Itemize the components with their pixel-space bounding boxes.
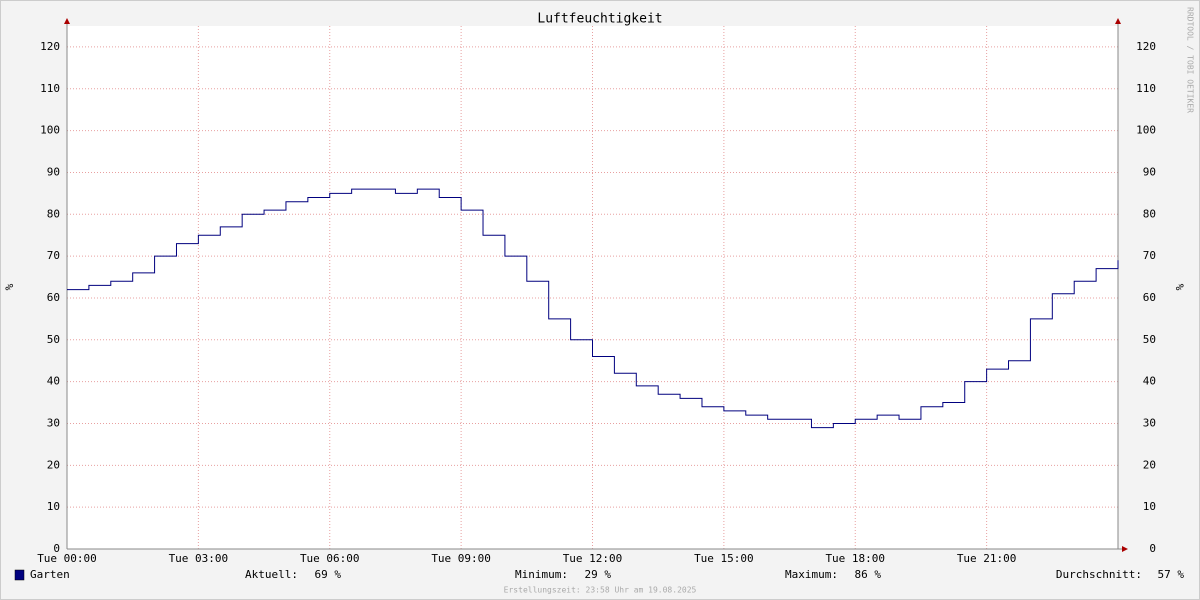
y-tick-label: 50 <box>47 333 60 346</box>
y2-tick-label: 20 <box>1143 458 1156 471</box>
y-tick-label: 0 <box>53 542 60 555</box>
stat-value: 69 % <box>315 568 342 581</box>
y-tick-label: 30 <box>47 416 60 429</box>
x-tick-label: Tue 03:00 <box>169 552 229 565</box>
stat-label: Minimum: <box>515 568 568 581</box>
axis-arrow <box>1115 18 1121 24</box>
stat-label: Durchschnitt: <box>1056 568 1142 581</box>
y2-tick-label: 90 <box>1143 165 1156 178</box>
stat-value: 29 % <box>585 568 612 581</box>
chart-title: Luftfeuchtigkeit <box>537 12 662 27</box>
stat-label: Aktuell: <box>245 568 298 581</box>
axis-arrow <box>64 18 70 24</box>
y2-tick-label: 100 <box>1136 124 1156 137</box>
y2-tick-label: 40 <box>1143 375 1156 388</box>
y-tick-label: 100 <box>40 124 60 137</box>
y2-tick-label: 120 <box>1136 40 1156 53</box>
y-tick-label: 40 <box>47 375 60 388</box>
y2-tick-label: 60 <box>1143 291 1156 304</box>
stat-label: Maximum: <box>785 568 838 581</box>
y-tick-label: 60 <box>47 291 60 304</box>
y-axis-label: % <box>3 283 16 290</box>
legend-label: Garten <box>30 568 70 581</box>
y-tick-label: 10 <box>47 500 60 513</box>
x-tick-label: Tue 18:00 <box>825 552 885 565</box>
y2-tick-label: 50 <box>1143 333 1156 346</box>
y2-tick-label: 0 <box>1149 542 1156 555</box>
y-tick-label: 80 <box>47 207 60 220</box>
x-tick-label: Tue 15:00 <box>694 552 754 565</box>
x-tick-label: Tue 06:00 <box>300 552 360 565</box>
y-tick-label: 90 <box>47 165 60 178</box>
y2-tick-label: 80 <box>1143 207 1156 220</box>
watermark: RRDTOOL / TOBI OETIKER <box>1186 7 1195 113</box>
x-tick-label: Tue 21:00 <box>957 552 1017 565</box>
axis-arrow <box>1122 546 1128 552</box>
footer: Erstellungszeit: 23:58 Uhr am 19.08.2025 <box>504 586 697 595</box>
stat-value: 86 % <box>855 568 882 581</box>
y-tick-label: 120 <box>40 40 60 53</box>
x-tick-label: Tue 09:00 <box>431 552 491 565</box>
y-tick-label: 70 <box>47 249 60 262</box>
y2-tick-label: 110 <box>1136 82 1156 95</box>
y2-axis-label: % <box>1173 284 1186 291</box>
y2-tick-label: 30 <box>1143 416 1156 429</box>
x-tick-label: Tue 00:00 <box>37 552 97 565</box>
data-line <box>67 188 1119 429</box>
y2-tick-label: 10 <box>1143 500 1156 513</box>
y2-tick-label: 70 <box>1143 249 1156 262</box>
y-tick-label: 20 <box>47 458 60 471</box>
stat-value: 57 % <box>1158 568 1185 581</box>
x-tick-label: Tue 12:00 <box>563 552 623 565</box>
y-tick-label: 110 <box>40 82 60 95</box>
legend-swatch <box>14 569 25 581</box>
